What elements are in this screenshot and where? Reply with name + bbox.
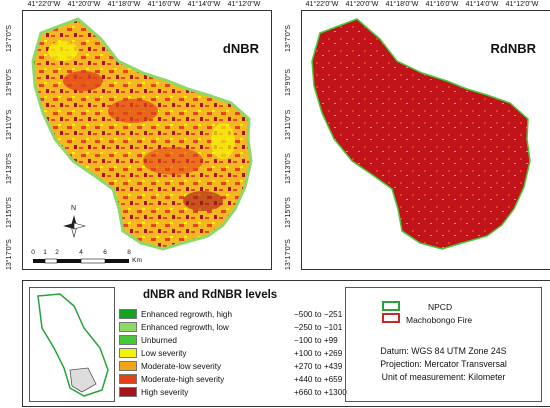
scale-1: 1: [43, 249, 47, 256]
fire-label: Machobongo Fire: [406, 315, 472, 325]
lat-tick: 13°15'0"S: [6, 197, 13, 228]
north-label: N: [71, 205, 76, 212]
legend-label: Enhanced regrowth, low: [141, 322, 229, 333]
legend-swatch: [119, 387, 137, 397]
lon-tick: 41°18'0"W: [108, 1, 141, 8]
lon-tick: 41°12'0"W: [228, 1, 261, 8]
legend-range: +660 to +1300: [294, 387, 347, 398]
legend-swatch: [119, 361, 137, 371]
lat-tick: 13°7'0"S: [6, 25, 13, 52]
legend-label: Enhanced regrowth, high: [141, 309, 232, 320]
legend-swatch: [119, 335, 137, 345]
fire-swatch: [382, 313, 400, 323]
lat-tick: 13°9'0"S: [6, 69, 13, 96]
scale-unit: Km: [132, 257, 142, 264]
scale-6: 6: [103, 249, 107, 256]
legend-label: Moderate-low severity: [141, 361, 221, 372]
npcd-swatch: [382, 301, 400, 311]
legend-range: −100 to +99: [294, 335, 338, 346]
lat-tick: 13°13'0"S: [6, 153, 13, 184]
legend-label: Low severity: [141, 348, 187, 359]
legend-panel: dNBR and RdNBR levels Enhanced regrowth,…: [22, 280, 550, 407]
legend-swatch: [119, 322, 137, 332]
dnbr-map-panel: dNBR N 0 1 2 4 6 8 Km: [22, 10, 272, 270]
lon-tick: 41°16'0"W: [148, 1, 181, 8]
lon-tick: 41°16'0"W: [426, 1, 459, 8]
lat-tick: 13°11'0"S: [285, 110, 292, 140]
lat-tick: 13°15'0"S: [285, 197, 292, 228]
dnbr-title: dNBR: [223, 41, 259, 56]
legend-range: +270 to +439: [294, 361, 342, 372]
map-info-box: NPCD Machobongo Fire Datum: WGS 84 UTM Z…: [345, 287, 542, 402]
legend-title: dNBR and RdNBR levels: [143, 289, 277, 301]
lat-tick: 13°11'0"S: [6, 110, 13, 140]
rdnbr-map-panel: RdNBR: [301, 10, 550, 270]
lon-tick: 41°14'0"W: [188, 1, 221, 8]
legend-range: +100 to +269: [294, 348, 342, 359]
lat-tick: 13°17'0"S: [285, 239, 292, 270]
legend-label: Moderate-high severity: [141, 374, 224, 385]
legend-range: +440 to +659: [294, 374, 342, 385]
datum-text: Datum: WGS 84 UTM Zone 24S: [346, 346, 541, 356]
scale-0: 0: [31, 249, 35, 256]
scale-2: 2: [55, 249, 59, 256]
lon-tick: 41°22'0"W: [28, 1, 61, 8]
legend-swatch: [119, 348, 137, 358]
rdnbr-title: RdNBR: [491, 41, 537, 56]
scale-8: 8: [127, 249, 131, 256]
lat-tick: 13°17'0"S: [6, 239, 13, 270]
npcd-label: NPCD: [428, 302, 452, 312]
lon-tick: 41°12'0"W: [506, 1, 539, 8]
lon-tick: 41°20'0"W: [346, 1, 379, 8]
projection-text: Projection: Mercator Transversal: [346, 359, 541, 369]
legend-range: −250 to −101: [294, 322, 342, 333]
legend-label: High severity: [141, 387, 188, 398]
scale-4: 4: [79, 249, 83, 256]
legend-swatch: [119, 309, 137, 319]
lon-tick: 41°14'0"W: [466, 1, 499, 8]
legend-range: −500 to −251: [294, 309, 342, 320]
legend-label: Unburned: [141, 335, 177, 346]
lat-tick: 13°7'0"S: [285, 25, 292, 52]
lon-tick: 41°20'0"W: [68, 1, 101, 8]
lat-tick: 13°9'0"S: [285, 69, 292, 96]
lat-tick: 13°13'0"S: [285, 153, 292, 184]
north-arrow: N: [61, 209, 87, 244]
unit-text: Unit of measurement: Kilometer: [346, 372, 541, 382]
lon-tick: 41°18'0"W: [386, 1, 419, 8]
locator-map: [29, 287, 115, 402]
legend-swatch: [119, 374, 137, 384]
lon-tick: 41°22'0"W: [306, 1, 339, 8]
